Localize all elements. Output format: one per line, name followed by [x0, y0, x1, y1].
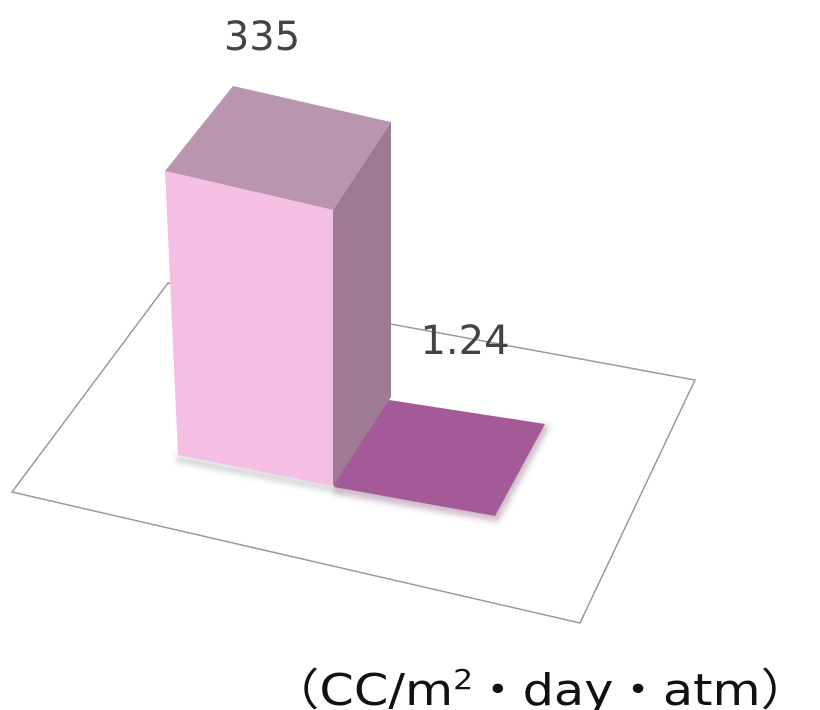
bar-2-top-face: [334, 392, 545, 516]
bar-1-side-face: [333, 122, 391, 486]
bar-2: [334, 392, 550, 522]
data-label-1: 335: [224, 14, 300, 60]
unit-label-superscript: 2: [453, 663, 473, 696]
bar-1-front-face: [165, 171, 333, 486]
bar-1: [165, 86, 391, 494]
bar-1-top-face: [165, 86, 391, 210]
unit-label: （CC/m 2・day・atm）: [270, 663, 810, 710]
unit-label-prefix: （CC/m: [270, 665, 453, 710]
data-label-2: 1.24: [420, 318, 509, 364]
unit-label-suffix: ・day・atm）: [473, 665, 810, 710]
bar-1-shadow: [176, 455, 342, 494]
